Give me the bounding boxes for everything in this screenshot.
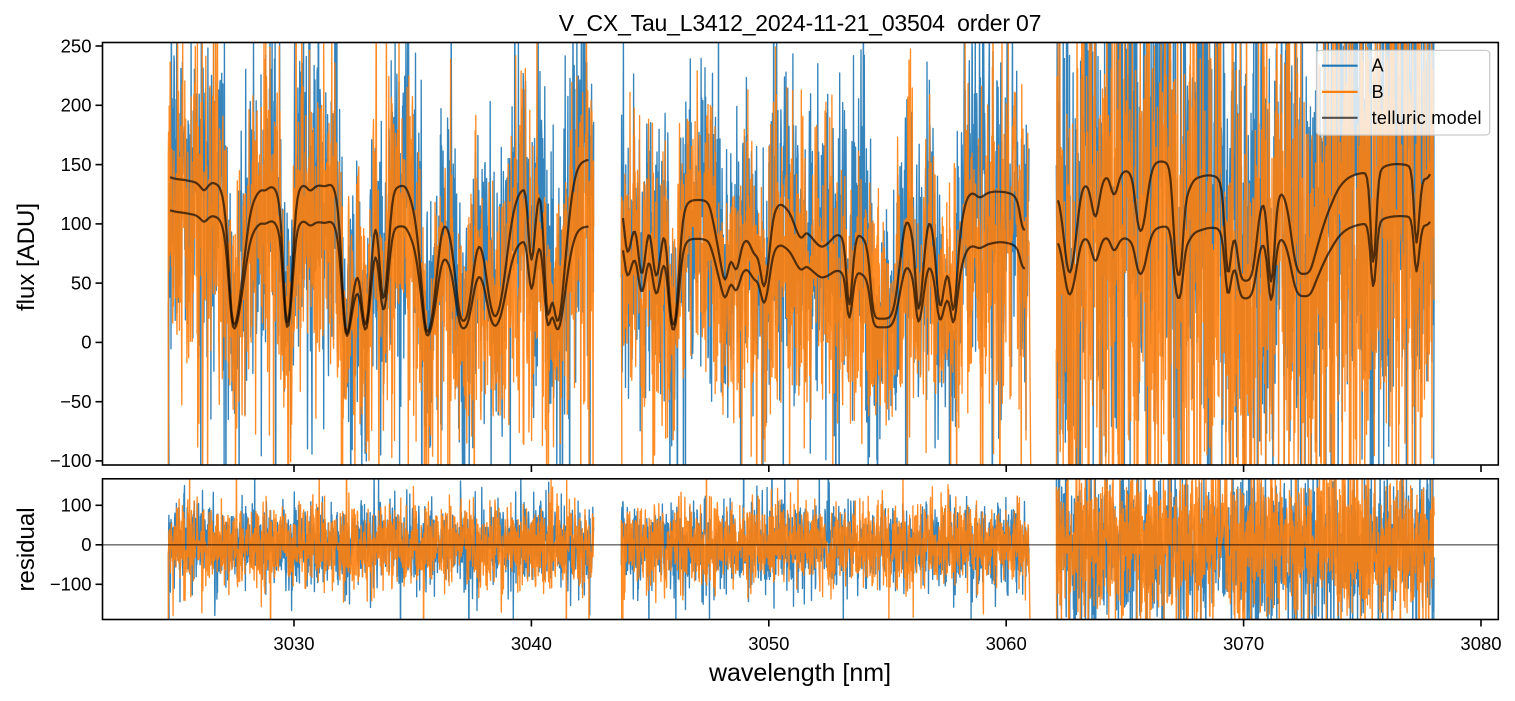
- svg-text:200: 200: [61, 95, 92, 116]
- svg-text:3070: 3070: [1223, 633, 1264, 654]
- svg-text:150: 150: [61, 154, 92, 175]
- svg-text:250: 250: [61, 35, 92, 56]
- svg-text:V_CX_Tau_L3412_2024-11-21_0350: V_CX_Tau_L3412_2024-11-21_03504 order 07: [559, 10, 1041, 36]
- svg-text:3060: 3060: [986, 633, 1027, 654]
- svg-text:telluric model: telluric model: [1372, 108, 1482, 128]
- svg-text:−50: −50: [60, 391, 91, 412]
- svg-text:3040: 3040: [511, 633, 552, 654]
- svg-text:0: 0: [81, 534, 91, 555]
- svg-text:B: B: [1372, 82, 1384, 102]
- svg-text:100: 100: [61, 213, 92, 234]
- svg-text:−100: −100: [50, 574, 92, 595]
- svg-text:flux [ADU]: flux [ADU]: [13, 203, 40, 311]
- svg-text:residual: residual: [13, 507, 40, 591]
- svg-text:3080: 3080: [1460, 633, 1501, 654]
- svg-text:100: 100: [61, 495, 92, 516]
- svg-text:wavelength [nm]: wavelength [nm]: [708, 659, 891, 687]
- svg-text:50: 50: [71, 272, 92, 293]
- svg-text:3050: 3050: [748, 633, 789, 654]
- svg-text:A: A: [1372, 56, 1384, 76]
- svg-text:0: 0: [81, 332, 91, 353]
- svg-text:−100: −100: [50, 450, 92, 471]
- svg-text:3030: 3030: [273, 633, 314, 654]
